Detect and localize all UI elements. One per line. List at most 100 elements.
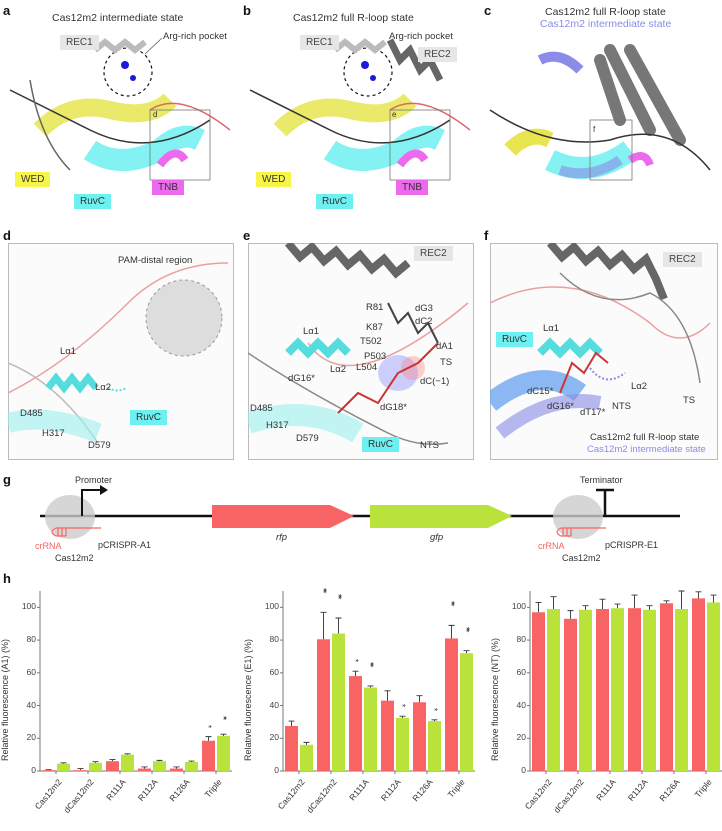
- label-arg-pocket-b: Arg-rich pocket: [389, 31, 453, 42]
- label-dt17: dT17*: [580, 407, 606, 418]
- label-r81: R81: [366, 302, 384, 313]
- significance-marker: *: [203, 724, 213, 726]
- label-rec2-b: REC2: [418, 47, 457, 62]
- panel-d-structure: [8, 262, 229, 444]
- label-k87: K87: [366, 322, 383, 333]
- bar-rfp: [596, 609, 609, 771]
- label-rec2-f: REC2: [663, 252, 702, 267]
- y-tick-label: 80: [516, 634, 526, 645]
- label-rec2-e: REC2: [414, 246, 453, 261]
- y-tick-label: 100: [21, 601, 36, 612]
- panel-b-structure: [249, 38, 471, 181]
- bar-gfp: [707, 602, 720, 771]
- y-tick-label: 20: [269, 732, 279, 743]
- bar-rfp: [660, 603, 673, 771]
- bar-rfp: [349, 676, 362, 771]
- label-la2-f: Lα2: [631, 381, 648, 392]
- y-tick-label: 0: [521, 765, 526, 775]
- label-tnb-b: TNB: [396, 180, 428, 195]
- bar-gfp: [364, 687, 377, 771]
- bar-gfp: [185, 762, 198, 771]
- inset-label-e: e: [392, 110, 397, 119]
- label-dc-minus1: dC(−1): [420, 376, 450, 387]
- inset-label-f: f: [593, 125, 596, 134]
- label-cas12m2-left: Cas12m2: [55, 553, 94, 563]
- label-la2-d: Lα2: [95, 382, 112, 393]
- bar-rfp: [532, 612, 545, 771]
- panel-f-structure: [490, 243, 711, 439]
- label-nts-f: NTS: [612, 401, 631, 412]
- bar-gfp: [300, 744, 313, 771]
- label-pcrispr-a1: pCRISPR-A1: [98, 540, 152, 550]
- label-la2-e: Lα2: [330, 364, 347, 375]
- bar-rfp: [106, 761, 119, 771]
- y-tick-label: 20: [26, 732, 36, 743]
- bar-gfp: [579, 609, 592, 771]
- y-tick-label: 40: [516, 699, 526, 710]
- y-tick-label: 100: [264, 601, 279, 612]
- panel-f-frame: [490, 243, 718, 460]
- significance-marker: ***: [461, 626, 471, 631]
- bar-chart-1: 0 20 40 60 80 100 Cas12m2 dCas12m2 R111A R112A R12…: [0, 591, 232, 831]
- y-tick-label: 0: [31, 765, 36, 775]
- panel-a-structure: [9, 37, 231, 181]
- label-ts-f: TS: [683, 395, 696, 406]
- y-tick-label: 0: [274, 765, 279, 775]
- significance-marker: ***: [318, 588, 328, 592]
- construct-diagram: [40, 485, 680, 539]
- panel-letter-e: e: [243, 228, 251, 243]
- bar-rfp: [170, 768, 183, 771]
- inset-label-d: d: [153, 110, 158, 119]
- label-rfp: rfp: [276, 532, 288, 543]
- panel-letter-g: g: [3, 472, 11, 487]
- panel-letter-d: d: [3, 228, 11, 243]
- bar-rfp: [413, 702, 426, 771]
- label-promoter: Promoter: [75, 475, 113, 485]
- y-axis-label: Relative fluorescence (NT) (%): [490, 637, 500, 761]
- y-tick-label: 80: [269, 634, 279, 645]
- bar-gfp: [675, 609, 688, 771]
- label-d485-d: D485: [20, 408, 43, 419]
- legend-full-rloop: Cas12m2 full R-loop state: [590, 432, 700, 443]
- y-tick-label: 40: [26, 699, 36, 710]
- panel-c-structure: [489, 44, 711, 181]
- label-rec1-b: REC1: [300, 35, 339, 50]
- label-ruvc: RuvC: [74, 194, 112, 209]
- label-dg16-f: dG16*: [547, 401, 574, 412]
- label-da1: dA1: [436, 341, 453, 352]
- bar-rfp: [564, 618, 577, 771]
- significance-marker: ***: [333, 594, 343, 598]
- significance-marker: *: [350, 659, 360, 661]
- label-dg3: dG3: [415, 303, 433, 314]
- bar-rfp: [628, 608, 641, 771]
- bar-rfp: [317, 639, 330, 771]
- panel-c-title: Cas12m2 full R-loop state: [545, 6, 666, 18]
- bar-gfp: [547, 609, 560, 771]
- label-dg16-e: dG16*: [288, 373, 315, 384]
- bar-gfp: [121, 754, 134, 771]
- y-axis-label: Relative fluorescence (A1) (%): [0, 638, 10, 761]
- bar-rfp: [42, 770, 55, 771]
- label-pam-distal: PAM-distal region: [118, 255, 193, 266]
- significance-marker: *: [397, 704, 407, 706]
- bar-rfp: [445, 638, 458, 771]
- label-tnb: TNB: [152, 180, 184, 195]
- bar-gfp: [332, 633, 345, 771]
- significance-marker: **: [218, 716, 228, 719]
- label-rec1: REC1: [60, 35, 99, 50]
- label-ruvc-f: RuvC: [496, 332, 534, 347]
- label-pcrispr-e1: pCRISPR-E1: [605, 540, 659, 550]
- bar-gfp: [89, 762, 102, 771]
- y-tick-label: 40: [269, 699, 279, 710]
- bar-rfp: [138, 768, 151, 771]
- label-ruvc-b: RuvC: [316, 194, 354, 209]
- label-ts-e: TS: [440, 357, 453, 368]
- panel-e-structure: [248, 243, 469, 445]
- label-ruvc-e: RuvC: [362, 437, 400, 452]
- label-gfp: gfp: [430, 532, 444, 543]
- label-la1-e: Lα1: [303, 326, 320, 337]
- panel-letter-f: f: [484, 228, 489, 243]
- significance-marker: ***: [446, 601, 456, 605]
- label-h317-e: H317: [266, 420, 289, 431]
- bar-gfp: [57, 763, 70, 771]
